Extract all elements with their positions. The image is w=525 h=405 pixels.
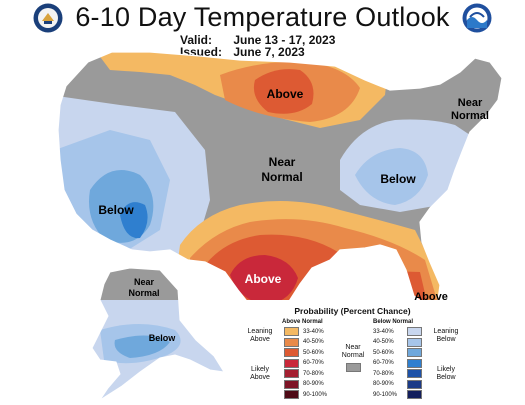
above-legend-swatch — [284, 348, 299, 357]
above-legend-swatch — [284, 337, 299, 347]
above-legend-row: 33-40% — [280, 327, 333, 336]
below-legend-swatch — [407, 348, 422, 357]
alaska-outline — [91, 267, 225, 401]
below-legend-swatch — [407, 337, 422, 347]
below-legend-row: 70-80% — [373, 369, 422, 378]
below-legend-row: 80-90% — [373, 379, 422, 389]
legend-near-normal-swatch — [346, 363, 361, 372]
below-legend-row: 90-100% — [373, 390, 422, 399]
noaa-logo-icon — [462, 3, 492, 33]
legend-leaning-above: Leaning Above — [247, 328, 273, 343]
label-above-texas: Above — [245, 272, 282, 286]
above-legend-label: 33-40% — [303, 328, 324, 335]
valid-dates: Valid: June 13 - 17, 2023 — [180, 33, 335, 47]
below-legend-label: 60-70% — [373, 360, 394, 366]
above-legend-label: 60-70% — [303, 360, 324, 366]
below-legend-label: 70-80% — [373, 370, 394, 377]
department-of-commerce-seal-icon — [33, 3, 63, 33]
above-legend-swatch — [284, 369, 299, 378]
below-legend-swatch — [407, 369, 422, 378]
above-legend-label: 50-60% — [303, 349, 324, 356]
below-legend-label: 40-50% — [373, 339, 394, 345]
legend-above-header: Above Normal — [282, 319, 323, 325]
legend-leaning-below: Leaning Below — [433, 328, 459, 343]
above-legend-row: 50-60% — [280, 348, 333, 357]
label-below-east: Below — [380, 172, 416, 186]
issued-dates: Issued: June 7, 2023 — [180, 45, 305, 59]
page-title: 6-10 Day Temperature Outlook — [75, 2, 450, 32]
valid-value: June 13 - 17, 2023 — [233, 33, 336, 47]
below-legend-row: 33-40% — [373, 327, 422, 336]
label-below-alaska: Below — [149, 333, 177, 343]
above-legend-label: 80-90% — [303, 381, 324, 387]
above-legend-label: 70-80% — [303, 370, 324, 377]
below-legend-label: 90-100% — [373, 391, 398, 398]
below-legend-label: 50-60% — [373, 349, 394, 356]
below-legend-swatch — [407, 327, 422, 336]
above-legend-row: 80-90% — [280, 379, 333, 389]
above-legend-swatch — [284, 358, 299, 368]
legend-near-normal-label: Near Normal — [341, 344, 365, 359]
above-legend-swatch — [284, 390, 299, 399]
east-below-40 — [355, 148, 428, 205]
label-above-north: Above — [267, 87, 304, 101]
legend-below-header: Below Normal — [373, 319, 414, 325]
legend-likely-above: Likely Above — [250, 366, 270, 381]
legend-likely-below: Likely Below — [436, 366, 456, 381]
south-above-60 — [230, 255, 298, 305]
above-legend-row: 40-50% — [280, 337, 333, 347]
north-above-50 — [253, 69, 314, 114]
issued-value: June 7, 2023 — [233, 45, 305, 59]
below-legend-label: 80-90% — [373, 381, 394, 387]
below-legend-row: 50-60% — [373, 348, 422, 357]
label-near-normal-northeast: Near Normal — [451, 97, 489, 122]
label-near-normal-central: Near Normal — [261, 155, 302, 184]
label-near-normal-alaska: Near Normal — [128, 277, 159, 298]
above-legend-swatch — [284, 379, 299, 389]
probability-legend: Probability (Percent Chance) Above Norma… — [240, 300, 465, 403]
below-legend-swatch — [407, 390, 422, 399]
label-below-west: Below — [98, 203, 134, 217]
west-below-60 — [120, 202, 148, 239]
above-legend-row: 70-80% — [280, 369, 333, 378]
below-legend-row: 40-50% — [373, 337, 422, 347]
above-legend-label: 40-50% — [303, 339, 324, 345]
above-legend-row: 60-70% — [280, 358, 333, 368]
below-legend-swatch — [407, 358, 422, 368]
above-legend-row: 90-100% — [280, 390, 333, 399]
below-legend-row: 60-70% — [373, 358, 422, 368]
alaska-below-50 — [114, 335, 170, 358]
above-legend-label: 90-100% — [303, 391, 328, 398]
below-legend-swatch — [407, 379, 422, 389]
legend-title: Probability (Percent Chance) — [294, 306, 411, 316]
above-legend-swatch — [284, 327, 299, 336]
valid-label: Valid: — [180, 33, 213, 47]
below-legend-label: 33-40% — [373, 328, 394, 335]
